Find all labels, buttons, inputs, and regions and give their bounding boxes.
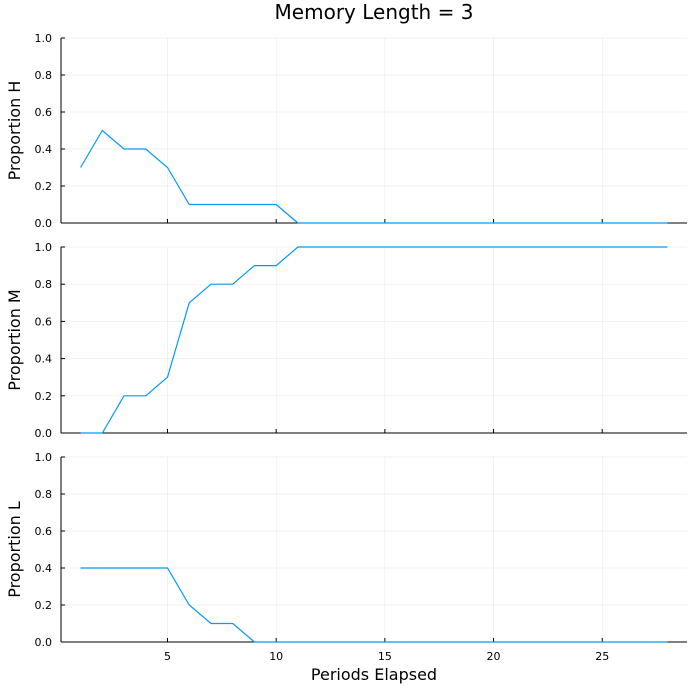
panel-2: 0.0 0.2 0.4 0.6 0.8 1.0 Proportion M xyxy=(5,241,687,440)
y-tick-label: 0.0 xyxy=(35,636,53,649)
y-tick-label: 0.2 xyxy=(35,390,53,403)
x-axis-label: Periods Elapsed xyxy=(311,665,437,684)
y-tick-label: 0.6 xyxy=(35,525,53,538)
y-axis-label: Proportion H xyxy=(5,81,24,181)
y-axis-label: Proportion M xyxy=(5,289,24,390)
x-tick-label: 10 xyxy=(269,650,283,663)
y-tick-label: 0.2 xyxy=(35,599,53,612)
y-tick-label: 1.0 xyxy=(35,32,53,45)
y-tick-label: 0.4 xyxy=(35,562,53,575)
series-line xyxy=(80,567,668,643)
x-tick-label: 20 xyxy=(487,650,501,663)
y-tick-label: 0.4 xyxy=(35,143,53,156)
series-line xyxy=(80,246,668,434)
y-tick-label: 0.6 xyxy=(35,315,53,328)
y-tick-label: 1.0 xyxy=(35,241,53,254)
panel-3: 0.0 0.2 0.4 0.6 0.8 1.0 5 10 15 20 25 Proportion L xyxy=(5,451,687,663)
y-tick-label: 0.0 xyxy=(35,427,53,440)
y-tick-label: 0.4 xyxy=(35,353,53,366)
y-axis-label: Proportion L xyxy=(5,501,24,598)
x-tick-label: 5 xyxy=(164,650,171,663)
y-tick-label: 0.2 xyxy=(35,180,53,193)
y-tick-label: 0.8 xyxy=(35,488,53,501)
x-tick-label: 15 xyxy=(378,650,392,663)
y-tick-label: 1.0 xyxy=(35,451,53,464)
series-line xyxy=(80,129,668,224)
x-tick-label: 25 xyxy=(595,650,609,663)
y-tick-label: 0.8 xyxy=(35,69,53,82)
y-tick-label: 0.6 xyxy=(35,106,53,119)
panel-1: 0.0 0.2 0.4 0.6 0.8 1.0 Proportion H xyxy=(5,32,687,230)
chart-title: Memory Length = 3 xyxy=(275,0,474,24)
y-tick-label: 0.8 xyxy=(35,278,53,291)
y-tick-label: 0.0 xyxy=(35,217,53,230)
